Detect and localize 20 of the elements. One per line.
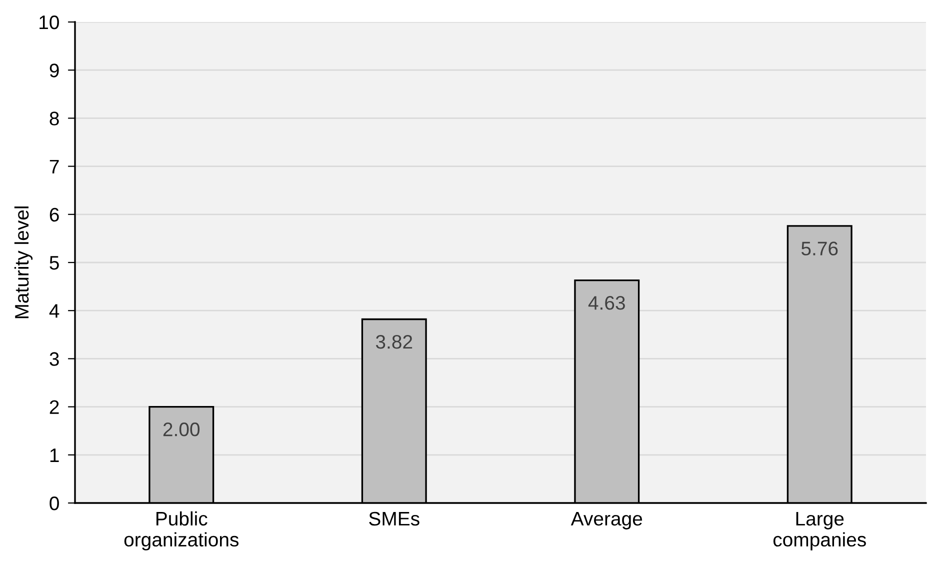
x-tick-label: Average — [570, 512, 642, 530]
data-label: 3.82 — [376, 334, 412, 349]
y-tick-label: 4 — [49, 304, 60, 318]
y-tick-label: 10 — [40, 15, 59, 30]
y-tick-label: 8 — [50, 112, 59, 126]
y-tick-label: 1 — [50, 448, 59, 462]
x-tick-label: Large companies — [773, 512, 866, 550]
y-tick-label: 5 — [50, 256, 59, 270]
x-tick-label: SMEs — [369, 512, 420, 526]
data-label: 5.76 — [801, 242, 838, 256]
y-tick-label: 2 — [50, 400, 59, 414]
y-tick-label: 3 — [50, 352, 59, 366]
x-tick-label: Public organizations — [124, 511, 239, 550]
data-label: 2.00 — [163, 422, 200, 436]
y-tick-label: 0 — [50, 496, 59, 510]
data-label: 4.63 — [588, 296, 625, 310]
y-tick-label: 6 — [50, 208, 59, 222]
y-tick-label: 9 — [50, 64, 59, 78]
y-axis-title: Maturity level — [14, 206, 33, 318]
y-tick-label: 7 — [50, 160, 59, 174]
